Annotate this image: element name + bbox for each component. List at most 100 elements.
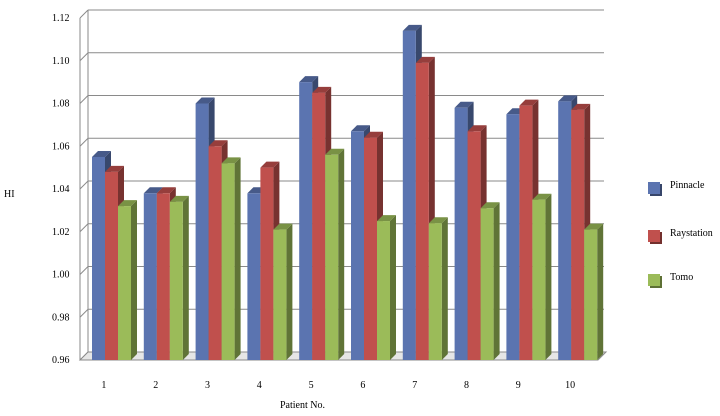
y-tick-label: 1.06 (52, 141, 70, 152)
bar-pinnacle-5 (299, 82, 313, 360)
bar-raystation-3 (208, 146, 222, 360)
bar-top-raystation-4 (260, 161, 280, 168)
gridline-side-1.06 (79, 137, 89, 147)
bar-top-raystation-8 (467, 125, 487, 132)
bar-side-tomo-5 (338, 148, 345, 360)
gridline-side-1.04 (79, 180, 89, 190)
bar-top-pinnacle-5 (299, 76, 319, 83)
bar-pinnacle-7 (402, 30, 416, 360)
bar-tomo-5 (325, 154, 339, 360)
bar-raystation-6 (364, 137, 377, 360)
bar-tomo-6 (377, 221, 390, 360)
bar-top-pinnacle-8 (454, 101, 474, 108)
bar-top-raystation-10 (571, 103, 591, 110)
bar-top-raystation-2 (156, 187, 176, 194)
bar-tomo-3 (221, 163, 235, 360)
bar-top-tomo-6 (377, 215, 396, 222)
bar-pinnacle-4 (247, 193, 261, 360)
bar-pinnacle-2 (143, 193, 157, 360)
x-tick-label: 6 (360, 380, 365, 391)
bar-top-tomo-8 (480, 202, 500, 209)
bar-tomo-7 (428, 223, 442, 360)
bar-side-tomo-1 (131, 200, 137, 360)
bar-top-tomo-3 (221, 157, 241, 164)
y-tick-label: 1.02 (52, 227, 70, 238)
x-tick-label: 9 (516, 380, 521, 391)
y-tick-label: 1.04 (52, 184, 70, 195)
legend-item-pinnacle: Pinnacle (648, 180, 720, 196)
bar-raystation-10 (571, 109, 585, 360)
x-tick-label: 10 (565, 380, 575, 391)
bar-tomo-9 (532, 199, 546, 360)
bar-top-raystation-6 (364, 131, 383, 138)
legend-swatch-pinnacle (648, 182, 660, 194)
legend-swatch-tomo (648, 274, 660, 286)
y-tick-label: 1.08 (52, 99, 70, 110)
bar-top-tomo-4 (273, 223, 293, 230)
bar-raystation-7 (415, 62, 429, 360)
x-tick-label: 8 (464, 380, 469, 391)
legend-swatch-raystation (648, 230, 660, 242)
x-tick-label: 3 (205, 380, 210, 391)
bar-side-tomo-7 (441, 217, 448, 360)
legend-label-raystation: Raystation (670, 228, 713, 239)
bar-tomo-1 (118, 206, 131, 360)
bar-top-pinnacle-10 (558, 95, 578, 102)
bar-pinnacle-9 (506, 114, 520, 360)
bar-top-raystation-3 (208, 140, 228, 147)
y-tick-label: 1.00 (52, 270, 70, 281)
y-tick-label: 0.96 (52, 355, 70, 366)
bar-top-raystation-5 (312, 86, 332, 93)
bar-top-tomo-1 (118, 200, 137, 207)
bar-pinnacle-10 (558, 101, 572, 361)
bar-top-pinnacle-7 (402, 24, 422, 31)
bar-top-raystation-7 (415, 56, 435, 63)
bar-tomo-8 (480, 208, 494, 360)
bar-top-pinnacle-1 (92, 150, 111, 157)
bar-pinnacle-1 (92, 156, 105, 360)
bar-top-tomo-10 (584, 223, 604, 230)
x-tick-label: 4 (257, 380, 262, 391)
bar-tomo-2 (169, 201, 183, 360)
x-tick-label: 7 (412, 380, 417, 391)
bar-side-tomo-9 (545, 193, 552, 360)
x-tick-label: 5 (309, 380, 314, 391)
bar-top-tomo-7 (428, 217, 448, 224)
legend-label-pinnacle: Pinnacle (670, 180, 705, 191)
gridline-side-1.10 (79, 52, 89, 62)
x-tick-label: 2 (153, 380, 158, 391)
x-tick-label: 1 (101, 380, 106, 391)
bar-raystation-5 (312, 92, 326, 360)
bar-top-pinnacle-2 (143, 187, 163, 194)
bar-side-tomo-4 (286, 223, 293, 360)
bar-raystation-8 (467, 131, 481, 360)
y-axis-title: HI (4, 189, 15, 200)
bar-tomo-10 (584, 229, 598, 360)
bar-raystation-1 (105, 171, 118, 360)
bar-tomo-4 (273, 229, 287, 360)
x-axis-title: Patient No. (280, 400, 325, 411)
bar-top-raystation-1 (105, 165, 124, 172)
y-tick-label: 1.12 (52, 13, 70, 24)
bar-raystation-4 (260, 167, 274, 360)
legend-label-tomo: Tomo (670, 272, 694, 283)
bar-top-tomo-5 (325, 148, 345, 155)
y-tick-label: 0.98 (52, 312, 70, 323)
bar-top-pinnacle-6 (351, 125, 370, 132)
bar-pinnacle-8 (454, 107, 468, 361)
gridline-side-0.98 (79, 308, 89, 318)
gridline-side-1.00 (79, 266, 89, 275)
bar-pinnacle-3 (195, 103, 209, 360)
gridline-side-1.02 (79, 223, 89, 233)
gridline-side-1.12 (79, 9, 89, 19)
bar-raystation-2 (156, 193, 170, 360)
bar-pinnacle-6 (351, 131, 364, 360)
legend-item-tomo: Tomo (648, 272, 720, 288)
bar-side-tomo-2 (182, 195, 189, 360)
bar-side-tomo-8 (493, 202, 500, 360)
bar-top-raystation-9 (519, 99, 539, 106)
bar-top-tomo-2 (169, 195, 189, 202)
bar-side-tomo-10 (597, 223, 604, 360)
bar-side-tomo-3 (234, 157, 241, 360)
